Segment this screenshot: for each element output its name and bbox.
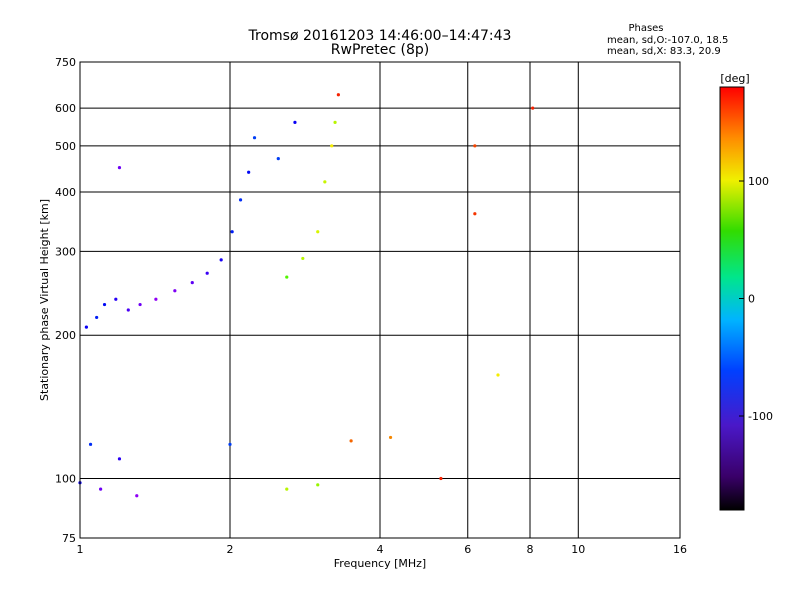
x-tick-label: 6 [464, 543, 471, 556]
y-axis-label: Stationary phase Virtual Height [km] [38, 199, 51, 401]
data-point-x [496, 373, 500, 377]
data-point-o [190, 280, 194, 285]
data-point-o [219, 258, 223, 262]
data-point-o [88, 442, 93, 446]
chart-subtitle: RwPretec (8p) [331, 42, 429, 58]
x-tick-label: 10 [571, 543, 585, 556]
y-tick-label: 300 [55, 245, 76, 258]
data-point-x [473, 144, 477, 148]
data-point-o [252, 136, 257, 140]
plot-frame [79, 61, 681, 539]
x-tick-label: 16 [673, 543, 687, 556]
data-point-o [99, 487, 103, 491]
data-point-o [228, 442, 232, 446]
y-tick-label: 100 [55, 473, 76, 486]
data-point-o [230, 230, 234, 234]
y-tick-label: 750 [55, 56, 76, 69]
data-point-o [102, 302, 107, 307]
y-tick-label: 75 [62, 532, 76, 545]
colorbar: [deg] 100 0 -100 [719, 72, 773, 511]
data-point-o [138, 302, 142, 307]
phase-stats-o: mean, sd,O:-107.0, 18.5 [607, 35, 728, 46]
data-point-x [301, 256, 305, 261]
data-point-o [135, 494, 139, 498]
data-point-x [316, 230, 320, 234]
data-point-x [439, 476, 443, 481]
data-point-o [205, 271, 209, 275]
data-point-x [330, 144, 334, 148]
chart-title: Tromsø 20161203 14:46:00–14:47:43 [248, 28, 512, 44]
data-point-x [316, 483, 320, 487]
colorbar-label: [deg] [720, 72, 749, 85]
data-point-o [238, 198, 243, 202]
phase-stats-title: Phases [628, 23, 663, 34]
colorbar-tick-label: -100 [748, 410, 773, 423]
x-tick-label: 4 [377, 543, 384, 556]
y-tick-label: 600 [55, 102, 76, 115]
x-tick-label: 2 [227, 543, 234, 556]
data-point-o [117, 457, 122, 461]
data-point-x [531, 106, 535, 110]
data-point-x [473, 212, 477, 216]
data-point-o [114, 297, 118, 301]
data-point-o [95, 315, 99, 320]
y-tick-label: 200 [55, 329, 76, 342]
data-point-x [388, 435, 393, 440]
data-point-o [117, 166, 122, 170]
data-point-x [323, 180, 327, 184]
phase-stats-box: Phases mean, sd,O:-107.0, 18.5 mean, sd,… [607, 23, 728, 57]
data-points [78, 93, 535, 498]
data-point-x [349, 439, 353, 443]
x-tick-label: 8 [527, 543, 534, 556]
colorbar-ticks: 100 0 -100 [739, 175, 773, 423]
phase-stats-x: mean, sd,X: 83.3, 20.9 [607, 46, 721, 57]
y-tick-label: 500 [55, 140, 76, 153]
data-point-o [276, 157, 280, 161]
data-point-o [154, 297, 158, 301]
x-axis-ticks: 1 2 4 6 8 10 16 [77, 543, 688, 556]
y-axis-ticks: 75 100 200 300 400 500 600 750 [55, 56, 76, 545]
data-point-x [336, 93, 340, 97]
x-axis-label: Frequency [MHz] [334, 557, 426, 570]
y-tick-label: 400 [55, 186, 76, 199]
x-tick-label: 1 [77, 543, 84, 556]
data-point-o [293, 120, 297, 124]
data-point-o [173, 289, 177, 293]
data-point-o [126, 308, 130, 312]
data-point-x [285, 487, 289, 491]
colorbar-tick-label: 100 [748, 175, 769, 188]
data-point-x [285, 275, 289, 279]
data-point-o [84, 325, 88, 329]
data-point-x [333, 120, 337, 124]
grid-lines [80, 62, 680, 538]
data-point-o [247, 170, 251, 174]
colorbar-tick-label: 0 [748, 293, 755, 306]
